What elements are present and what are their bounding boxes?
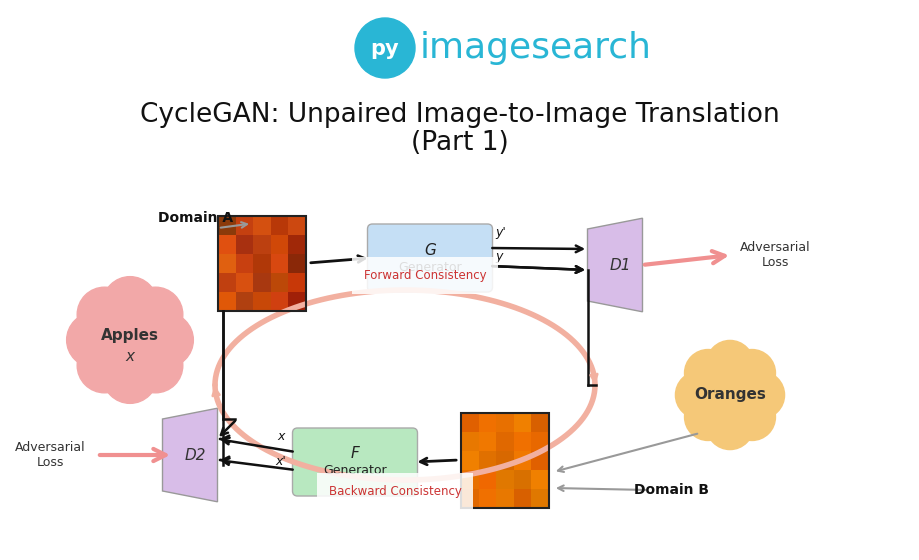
Circle shape bbox=[692, 358, 766, 432]
Bar bbox=[270, 216, 288, 235]
Bar bbox=[478, 450, 495, 469]
Bar bbox=[218, 235, 235, 254]
Bar bbox=[218, 273, 235, 292]
FancyBboxPatch shape bbox=[367, 224, 492, 292]
Polygon shape bbox=[163, 408, 217, 502]
Bar bbox=[235, 292, 253, 310]
Bar bbox=[531, 450, 549, 469]
Bar bbox=[288, 254, 306, 273]
Text: CycleGAN: Unpaired Image-to-Image Translation: CycleGAN: Unpaired Image-to-Image Transl… bbox=[140, 102, 779, 128]
Text: x: x bbox=[125, 348, 134, 363]
Bar bbox=[270, 235, 288, 254]
Bar bbox=[218, 216, 235, 235]
Bar bbox=[513, 469, 531, 488]
Bar bbox=[495, 469, 513, 488]
Bar bbox=[460, 488, 478, 507]
Bar bbox=[460, 450, 478, 469]
Text: D1: D1 bbox=[608, 258, 630, 273]
Circle shape bbox=[684, 393, 731, 441]
Circle shape bbox=[684, 349, 731, 396]
Circle shape bbox=[128, 338, 183, 393]
Bar bbox=[531, 488, 549, 507]
Circle shape bbox=[103, 349, 157, 403]
Circle shape bbox=[128, 287, 183, 342]
Text: y': y' bbox=[495, 226, 505, 239]
Circle shape bbox=[86, 297, 173, 383]
Bar bbox=[253, 216, 270, 235]
Circle shape bbox=[66, 312, 121, 367]
Circle shape bbox=[737, 371, 784, 418]
Bar bbox=[460, 432, 478, 450]
Text: x': x' bbox=[275, 455, 286, 468]
Polygon shape bbox=[587, 218, 641, 312]
Bar bbox=[235, 235, 253, 254]
Circle shape bbox=[706, 340, 753, 388]
Bar bbox=[531, 413, 549, 432]
Circle shape bbox=[728, 393, 775, 441]
Text: y: y bbox=[495, 250, 503, 263]
Text: x: x bbox=[278, 430, 285, 443]
Bar bbox=[288, 216, 306, 235]
Text: Generator: Generator bbox=[398, 260, 461, 273]
Bar bbox=[478, 469, 495, 488]
Bar bbox=[253, 273, 270, 292]
Bar bbox=[270, 292, 288, 310]
Bar bbox=[531, 469, 549, 488]
Bar bbox=[218, 254, 235, 273]
Circle shape bbox=[355, 18, 414, 78]
Bar bbox=[513, 450, 531, 469]
Bar bbox=[218, 292, 235, 310]
Circle shape bbox=[728, 349, 775, 396]
Bar bbox=[253, 254, 270, 273]
Text: Apples: Apples bbox=[101, 328, 159, 343]
Text: (Part 1): (Part 1) bbox=[411, 130, 508, 156]
Bar bbox=[270, 254, 288, 273]
Circle shape bbox=[103, 277, 157, 332]
Text: Generator: Generator bbox=[323, 464, 386, 478]
Bar bbox=[513, 488, 531, 507]
Text: py: py bbox=[370, 39, 399, 59]
Bar bbox=[478, 432, 495, 450]
Bar bbox=[460, 413, 478, 432]
Bar bbox=[288, 235, 306, 254]
Text: imagesearch: imagesearch bbox=[420, 31, 652, 65]
Bar bbox=[460, 469, 478, 488]
Bar bbox=[288, 273, 306, 292]
Bar bbox=[513, 413, 531, 432]
Text: Domain A: Domain A bbox=[158, 211, 233, 225]
Bar bbox=[253, 292, 270, 310]
Text: F: F bbox=[350, 446, 359, 461]
Bar bbox=[270, 273, 288, 292]
Circle shape bbox=[675, 371, 721, 418]
Text: Adversarial
Loss: Adversarial Loss bbox=[15, 441, 85, 469]
Bar bbox=[495, 450, 513, 469]
Text: Domain B: Domain B bbox=[634, 483, 709, 497]
Bar bbox=[531, 432, 549, 450]
Text: Forward Consistency: Forward Consistency bbox=[363, 269, 486, 282]
Circle shape bbox=[139, 312, 193, 367]
Bar bbox=[235, 216, 253, 235]
Bar bbox=[495, 488, 513, 507]
Bar bbox=[478, 413, 495, 432]
Text: G: G bbox=[424, 242, 436, 258]
Text: Oranges: Oranges bbox=[693, 388, 766, 403]
Text: Backward Consistency: Backward Consistency bbox=[328, 485, 461, 498]
Bar bbox=[478, 488, 495, 507]
FancyBboxPatch shape bbox=[292, 428, 417, 496]
Bar bbox=[288, 292, 306, 310]
Circle shape bbox=[77, 338, 131, 393]
Bar bbox=[495, 432, 513, 450]
Circle shape bbox=[77, 287, 131, 342]
Bar bbox=[235, 273, 253, 292]
Bar bbox=[460, 413, 549, 507]
Bar bbox=[235, 254, 253, 273]
Bar bbox=[253, 235, 270, 254]
Bar bbox=[513, 432, 531, 450]
Text: Adversarial
Loss: Adversarial Loss bbox=[739, 241, 810, 269]
Circle shape bbox=[706, 403, 753, 450]
Bar bbox=[218, 216, 306, 310]
Text: D2: D2 bbox=[184, 447, 206, 463]
Bar bbox=[495, 413, 513, 432]
